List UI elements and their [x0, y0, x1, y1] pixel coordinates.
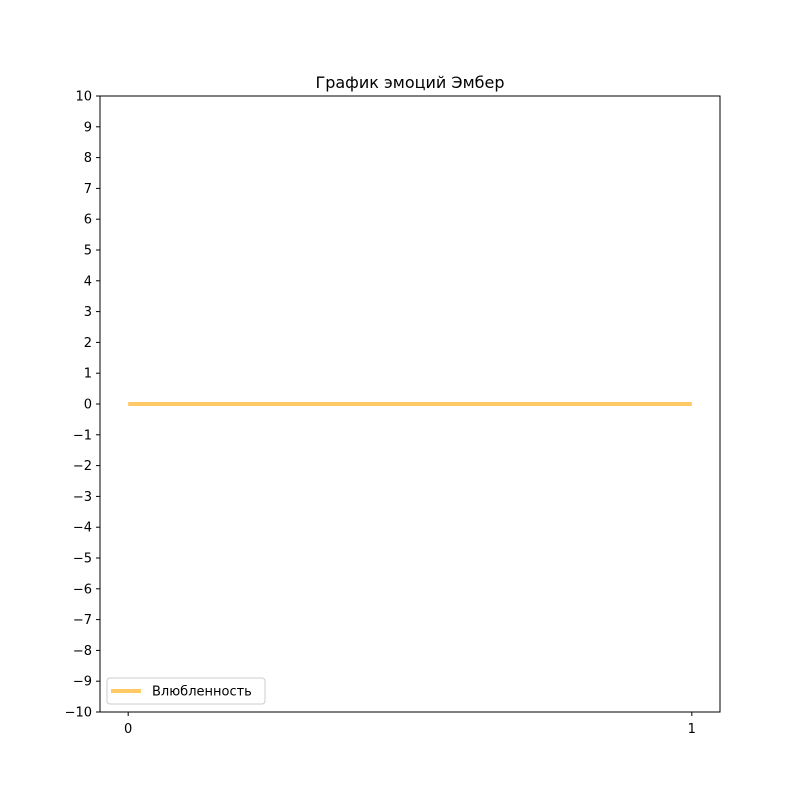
x-tick-label: 0 [124, 722, 132, 737]
y-tick-label: 3 [84, 305, 92, 320]
y-tick-label: −9 [73, 675, 92, 690]
y-tick-label: −8 [73, 644, 92, 659]
y-tick-label: −10 [65, 706, 92, 721]
legend-box [106, 677, 266, 705]
y-tick-label: 6 [84, 213, 92, 228]
y-tick-label: 9 [84, 120, 92, 135]
y-tick-label: −5 [73, 552, 92, 567]
y-tick-label: −2 [73, 459, 92, 474]
y-tick-label: 2 [84, 336, 92, 351]
y-tick-label: 4 [84, 274, 92, 289]
y-tick-label: 10 [75, 90, 92, 105]
y-tick-label: 0 [84, 398, 92, 413]
y-tick-label: −1 [73, 428, 92, 443]
y-tick-label: 8 [84, 151, 92, 166]
y-tick-label: 1 [84, 367, 92, 382]
y-tick-label: −7 [73, 613, 92, 628]
legend-label: Влюбленность [152, 685, 252, 700]
x-tick-label: 1 [688, 722, 696, 737]
chart-title: График эмоций Эмбер [315, 73, 504, 92]
y-tick-label: 5 [84, 244, 92, 259]
y-tick-label: −3 [73, 490, 92, 505]
y-tick-label: 7 [84, 182, 92, 197]
y-tick-label: −6 [73, 582, 92, 597]
y-tick-label: −4 [73, 521, 92, 536]
